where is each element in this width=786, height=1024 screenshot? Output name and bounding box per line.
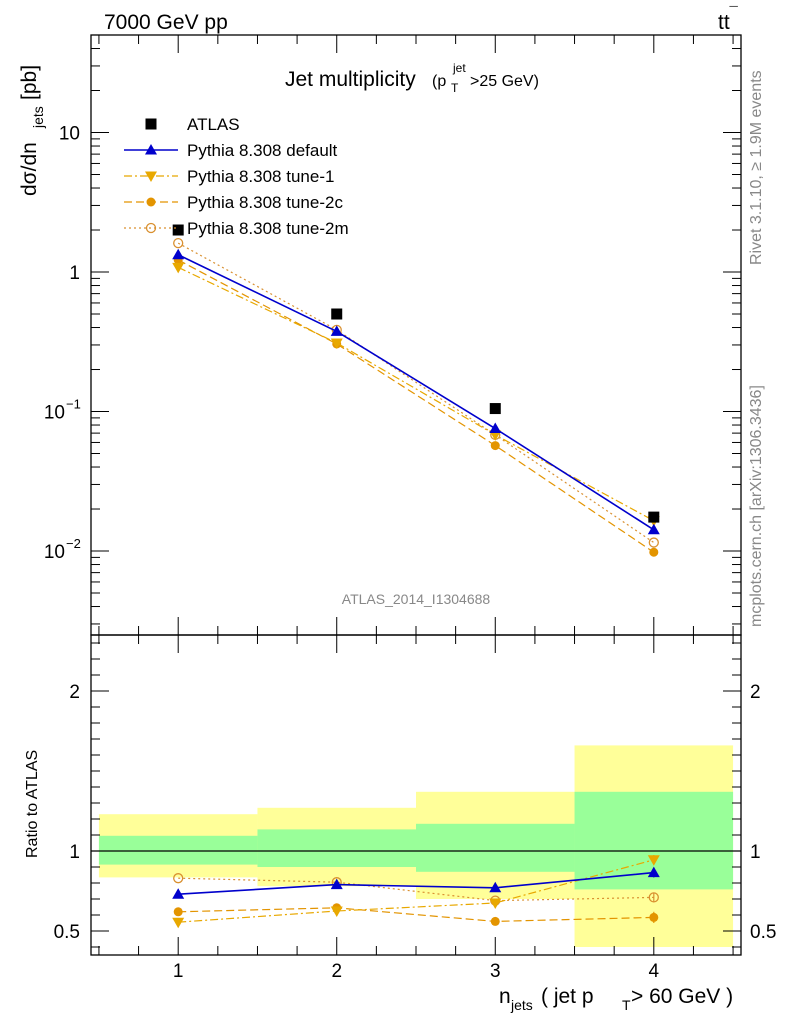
legend-label: Pythia 8.308 tune-2c (187, 193, 343, 212)
ratio-y-tick-label-right: 1 (750, 842, 761, 863)
x-tick-label: 3 (490, 961, 501, 982)
legend-marker (145, 171, 157, 182)
data-point (330, 325, 343, 336)
rivet-version-label: Rivet 3.1.10, ≥ 1.9M events (748, 70, 765, 265)
uncertainty-band-stat (416, 823, 575, 872)
y-tick-label: 1 (69, 263, 80, 284)
header-process-label: tt ¯ (718, 4, 739, 34)
header-collision-label: 7000 GeV pp (104, 11, 228, 34)
x-tick-label: 4 (649, 961, 660, 982)
uncertainty-band-stat (98, 835, 258, 865)
y-tick-exponent: −1 (66, 397, 81, 412)
data-point (489, 422, 502, 434)
data-point (649, 547, 659, 557)
ratio-data-point (330, 878, 343, 890)
cut-close: >25 GeV) (470, 73, 539, 90)
ratio-data-point (490, 916, 500, 926)
process-text: tt (718, 11, 730, 34)
legend-marker (146, 197, 156, 207)
legend-label: Pythia 8.308 tune-2m (187, 219, 349, 238)
cut-sub: T (451, 81, 459, 95)
ratio-y-axis-label: Ratio to ATLAS (24, 750, 41, 858)
x-axis-label: n jets ( jet p T > 60 GeV ) (499, 985, 733, 1013)
data-point (172, 248, 185, 260)
x-tick-label: 1 (173, 961, 184, 982)
chart-title-cut: (p T jet >25 GeV) (432, 61, 539, 95)
chart-title: Jet multiplicity (285, 68, 416, 91)
y-tick-exponent: −2 (66, 536, 81, 551)
ratio-panel: 0.5 0.5 1 1 2 2 1 2 3 4 Ratio to ATLAS n jets ( j… (24, 634, 776, 1013)
legend-label: Pythia 8.308 tune-1 (187, 167, 334, 186)
uncertainty-band-stat (257, 829, 416, 867)
ratio-axis-ticks: 0.5 0.5 1 1 2 2 1 2 3 4 (54, 635, 776, 982)
ratio-y-tick-label: 0.5 (54, 922, 80, 943)
data-point (172, 224, 184, 236)
data-point (648, 537, 659, 548)
ratio-series-line (178, 907, 654, 923)
x-label-mid: ( jet p (541, 985, 594, 1008)
data-point (489, 403, 501, 415)
ratio-data-point (172, 917, 185, 929)
ratio-data-point (330, 906, 343, 917)
data-point (331, 308, 343, 320)
data-point (173, 238, 184, 249)
y-label-main: dσ/dn (18, 142, 41, 196)
ratio-data-point (647, 855, 660, 866)
series-line (177, 266, 655, 522)
main-plot-area (172, 224, 660, 557)
y-label-sub: jets (30, 106, 46, 129)
analysis-watermark: ATLAS_2014_I1304688 (342, 591, 491, 607)
x-label-end: > 60 GeV ) (631, 985, 733, 1008)
ratio-y-tick-label: 1 (69, 842, 80, 863)
y-tick-label: 10 (44, 403, 65, 424)
series-line (177, 259, 655, 553)
legend-label: ATLAS (187, 115, 240, 134)
main-y-axis-label: dσ/dn jets [pb] (18, 65, 46, 196)
data-point (330, 338, 343, 349)
data-point (648, 511, 660, 523)
ratio-data-point (648, 892, 659, 903)
x-label-sub: jets (510, 997, 533, 1013)
x-label-sub2: T (622, 997, 631, 1013)
ratio-y-tick-label-right: 2 (750, 682, 761, 703)
ratio-data-point (172, 888, 185, 899)
legend-marker (145, 118, 157, 130)
ratio-data-point (647, 866, 660, 878)
y-tick-label: 10 (44, 542, 65, 563)
ratio-data-point (173, 907, 183, 917)
ratio-data-point (489, 881, 502, 893)
data-point (172, 262, 185, 274)
legend-label: Pythia 8.308 default (187, 141, 338, 160)
ratio-data-point (649, 912, 659, 922)
y-label-unit: [pb] (18, 65, 41, 100)
mcplots-reference-label: mcplots.cern.ch [arXiv:1306.3436] (748, 385, 765, 627)
ratio-frame (90, 634, 742, 956)
ratio-plot-area (91, 745, 741, 947)
legend: ATLAS Pythia 8.308 default Pythia 8.308 tu… (124, 115, 349, 238)
ratio-series-line (178, 871, 654, 895)
ratio-data-point (173, 873, 184, 884)
x-label-main: n (499, 985, 511, 1008)
legend-marker (145, 144, 157, 155)
data-point (490, 441, 500, 451)
ratio-data-point (489, 898, 502, 909)
series-line (177, 242, 655, 544)
series-line (177, 254, 655, 531)
legend-marker (145, 222, 157, 234)
cut-sup: jet (452, 61, 466, 75)
process-bar: ¯ (729, 4, 739, 21)
ratio-y-tick-label-right: 0.5 (750, 922, 776, 943)
data-point (647, 523, 660, 535)
x-tick-label: 2 (331, 961, 342, 982)
cut-open: (p (432, 73, 446, 90)
y-tick-label: 10 (59, 124, 80, 145)
ratio-y-tick-label: 2 (69, 682, 80, 703)
